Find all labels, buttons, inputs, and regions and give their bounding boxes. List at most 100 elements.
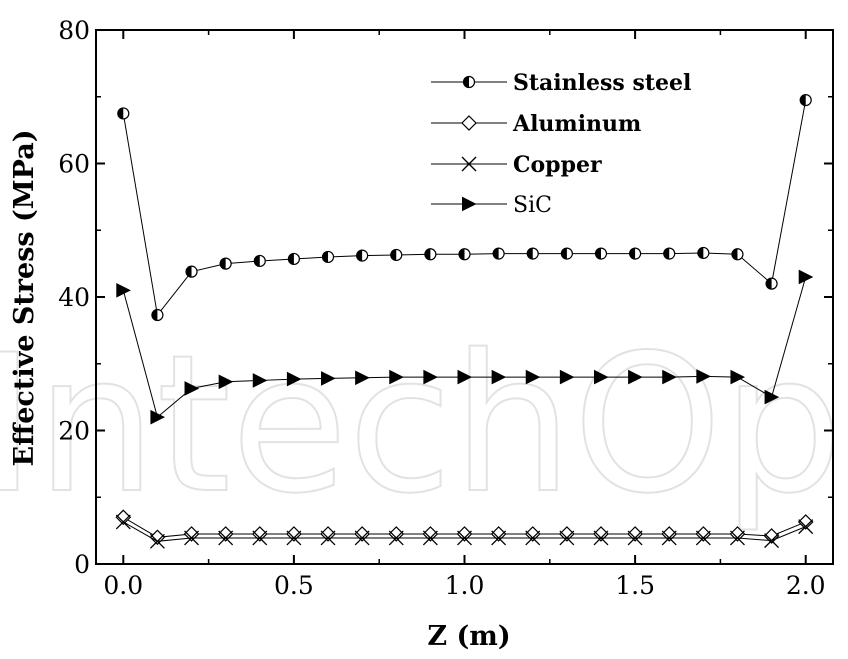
- series-sic: [116, 269, 814, 425]
- legend-label: SiC: [513, 193, 552, 218]
- marker-half-fill: [663, 248, 670, 260]
- marker-x-b: [627, 530, 643, 546]
- data-point-aluminum: [115, 509, 132, 526]
- data-point-copper: [661, 530, 677, 546]
- marker-half-fill: [356, 250, 363, 262]
- marker-half-fill: [800, 94, 806, 106]
- data-point-aluminum: [217, 526, 234, 542]
- marker-triangle: [559, 369, 575, 385]
- data-point-aluminum: [661, 526, 678, 542]
- marker-triangle: [457, 369, 473, 385]
- data-point-sic: [457, 369, 473, 385]
- x-tick-label: 1.0: [445, 571, 485, 600]
- marker-x-b: [461, 156, 477, 172]
- legend-entry-sic: SiC: [431, 193, 552, 218]
- data-point-copper: [525, 530, 541, 546]
- marker-half-fill: [629, 248, 636, 260]
- data-point-sic: [286, 371, 302, 387]
- data-point-stainless-steel: [765, 277, 778, 290]
- data-point-stainless-steel: [219, 257, 232, 270]
- legend-label: Aluminum: [512, 111, 641, 137]
- legend-marker: [462, 75, 476, 89]
- data-point-aluminum: [797, 514, 814, 530]
- data-point-copper: [798, 519, 814, 535]
- data-point-copper: [593, 530, 609, 546]
- data-point-aluminum: [388, 526, 405, 542]
- data-point-sic: [628, 369, 643, 385]
- legend-marker: [461, 115, 477, 131]
- data-point-aluminum: [627, 526, 643, 542]
- data-point-sic: [218, 374, 234, 390]
- marker-triangle: [389, 369, 404, 385]
- data-point-stainless-steel: [287, 252, 300, 266]
- y-tick-label: 20: [58, 417, 90, 446]
- series-stainless-steel: [117, 93, 812, 322]
- marker-triangle: [184, 381, 200, 396]
- marker-x-b: [491, 530, 507, 546]
- data-point-stainless-steel: [117, 107, 130, 120]
- y-tick-label: 40: [58, 283, 90, 312]
- data-point-copper: [422, 530, 438, 546]
- data-point-aluminum: [593, 526, 609, 542]
- data-point-aluminum: [354, 526, 370, 542]
- marker-half-fill: [117, 107, 124, 119]
- marker-diamond: [422, 526, 439, 542]
- y-axis-title: Effective Stress (MPa): [9, 129, 40, 466]
- data-point-sic: [491, 369, 507, 385]
- data-point-sic: [355, 370, 370, 386]
- marker-diamond: [661, 526, 678, 542]
- marker-triangle: [321, 371, 336, 386]
- data-point-copper: [115, 514, 131, 530]
- data-point-sic: [252, 373, 268, 388]
- marker-diamond: [461, 115, 477, 131]
- marker-triangle: [525, 369, 541, 385]
- data-point-sic: [525, 369, 541, 385]
- marker-triangle: [730, 369, 746, 385]
- data-point-sic: [321, 371, 336, 386]
- marker-half-fill: [493, 248, 499, 260]
- data-point-aluminum: [183, 526, 200, 542]
- data-point-aluminum: [695, 526, 712, 542]
- marker-triangle: [696, 369, 711, 384]
- data-point-sic: [423, 369, 438, 385]
- marker-x-b: [695, 530, 711, 546]
- marker-diamond: [456, 526, 473, 542]
- data-point-copper: [286, 530, 302, 546]
- data-point-aluminum: [490, 526, 507, 542]
- data-point-sic: [764, 389, 780, 405]
- y-tick-label: 0: [74, 550, 90, 579]
- data-point-copper: [695, 530, 711, 546]
- data-point-stainless-steel: [424, 248, 437, 261]
- marker-diamond: [729, 526, 746, 542]
- y-tick-label: 80: [58, 16, 90, 45]
- data-point-copper: [252, 530, 268, 546]
- marker-diamond: [286, 526, 302, 542]
- x-axis-title: Z (m): [427, 621, 510, 652]
- marker-half-fill: [288, 253, 294, 265]
- data-point-sic: [150, 409, 166, 425]
- marker-half-fill: [151, 309, 158, 321]
- marker-diamond: [217, 526, 234, 542]
- data-point-stainless-steel: [185, 265, 198, 278]
- marker-x-b: [320, 530, 336, 546]
- marker-half-fill: [527, 248, 533, 260]
- x-tick-label: 2.0: [786, 571, 826, 600]
- marker-triangle: [150, 409, 166, 425]
- x-tick-label: 1.5: [615, 571, 655, 600]
- data-point-stainless-steel: [731, 248, 744, 261]
- marker-half-fill: [731, 248, 738, 260]
- data-point-sic: [696, 369, 711, 384]
- watermark: IntechOpen: [0, 314, 848, 535]
- marker-half-fill: [595, 248, 601, 260]
- marker-diamond: [524, 526, 541, 542]
- marker-half-fill: [254, 255, 260, 267]
- marker-half-fill: [766, 278, 772, 290]
- data-point-stainless-steel: [526, 247, 539, 260]
- marker-half-fill: [561, 248, 567, 260]
- x-tick-label: 0.0: [103, 571, 143, 600]
- marker-x-b: [252, 530, 268, 546]
- legend-label: Copper: [513, 152, 602, 178]
- marker-diamond: [320, 526, 336, 542]
- marker-triangle: [798, 269, 814, 285]
